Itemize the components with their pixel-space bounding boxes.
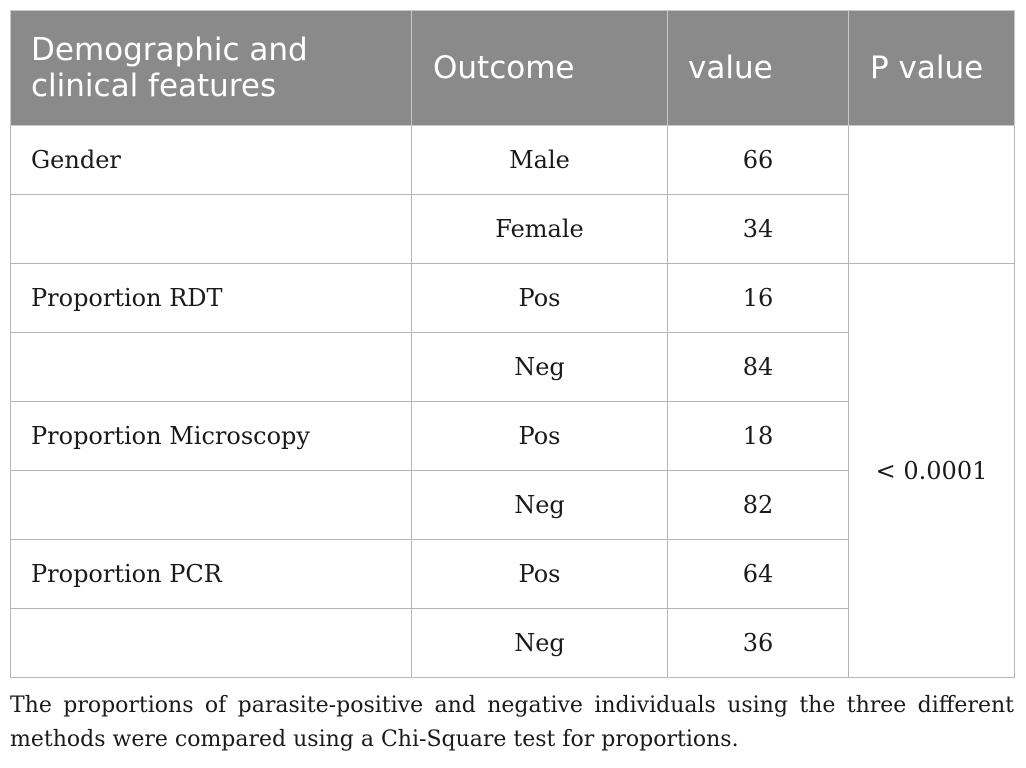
- header-outcome: Outcome: [411, 10, 668, 126]
- outcome-cell: Neg: [411, 332, 668, 402]
- table-row: Gender Male 66: [10, 125, 1015, 264]
- value-cell: 64: [667, 539, 849, 609]
- outcome-cell: Pos: [411, 539, 668, 609]
- outcome-cell: Male: [411, 125, 668, 195]
- p-value-cell-gender: [848, 125, 1015, 264]
- value-cell: 66: [667, 125, 849, 195]
- outcome-cell: Female: [411, 194, 668, 264]
- feature-cell: Proportion RDT: [10, 263, 412, 333]
- value-cell: 82: [667, 470, 849, 540]
- value-cell: 16: [667, 263, 849, 333]
- feature-cell: Gender: [10, 125, 412, 195]
- header-p-value: P value: [848, 10, 1015, 126]
- table-row: Proportion PCR Pos 64: [10, 539, 1015, 609]
- p-value-cell-proportions: < 0.0001: [848, 263, 1015, 678]
- outcome-cell: Neg: [411, 470, 668, 540]
- outcome-cell: Pos: [411, 263, 668, 333]
- table-header: Demographic and clinical features Outcom…: [10, 10, 1015, 126]
- table-row: Proportion RDT Pos 16 < 0.0001: [10, 263, 1015, 678]
- results-table-container: Demographic and clinical features Outcom…: [10, 10, 1015, 678]
- header-value: value: [667, 10, 849, 126]
- results-table: Demographic and clinical features Outcom…: [10, 10, 1015, 678]
- value-cell: 18: [667, 401, 849, 471]
- feature-cell: [10, 608, 412, 678]
- feature-cell: [10, 194, 412, 264]
- feature-cell: [10, 332, 412, 402]
- table-row: Neg 36: [10, 608, 1015, 678]
- table-row: Neg 82: [10, 470, 1015, 540]
- table-row: Neg 84: [10, 332, 1015, 402]
- outcome-cell: Pos: [411, 401, 668, 471]
- feature-cell: Proportion Microscopy: [10, 401, 412, 471]
- value-cell: 36: [667, 608, 849, 678]
- header-feature: Demographic and clinical features: [10, 10, 412, 126]
- feature-cell: [10, 470, 412, 540]
- outcome-cell: Neg: [411, 608, 668, 678]
- feature-cell: Proportion PCR: [10, 539, 412, 609]
- table-footnote: The proportions of parasite-positive and…: [10, 693, 1014, 752]
- value-cell: 34: [667, 194, 849, 264]
- table-body: Gender Male 66 Female 34 Proportion RDT …: [10, 125, 1015, 678]
- value-cell: 84: [667, 332, 849, 402]
- header-row: Demographic and clinical features Outcom…: [10, 10, 1015, 126]
